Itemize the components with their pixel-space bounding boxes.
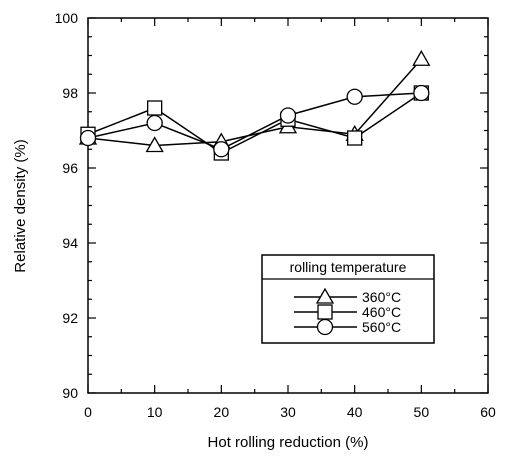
- y-tick-label: 100: [55, 10, 79, 26]
- legend-label: 360°C: [362, 289, 401, 305]
- plot-area: 0 10 20 30 40 50 60 90 92 94 96 98 100: [55, 10, 496, 420]
- x-tick-label: 60: [480, 404, 496, 420]
- data-point-circle: [346, 88, 363, 105]
- data-point-circle: [413, 84, 430, 102]
- y-tick-label: 90: [62, 385, 78, 401]
- x-tick-label: 30: [280, 404, 296, 420]
- y-axis-label: Relative density (%): [12, 139, 29, 272]
- data-point-square: [147, 100, 163, 116]
- data-point-circle: [79, 129, 97, 147]
- y-tick-label: 94: [62, 235, 78, 251]
- legend-box: [261, 254, 435, 344]
- data-point-triangle: [145, 136, 164, 153]
- legend-marker-circle: [316, 318, 334, 336]
- data-point-circle: [146, 114, 163, 132]
- data-point-circle: [213, 141, 230, 158]
- data-point-circle: [279, 107, 297, 124]
- data-point-triangle: [412, 49, 431, 66]
- x-tick-label: 0: [84, 404, 92, 420]
- x-tick-label: 40: [347, 404, 363, 420]
- x-tick-label: 50: [414, 404, 430, 420]
- series-line-circle: [87, 92, 422, 151]
- x-tick-label: 20: [214, 404, 230, 420]
- series-line-square: [87, 92, 422, 154]
- legend-marker-triangle: [315, 287, 335, 304]
- legend-marker-square: [317, 304, 333, 320]
- legend-title: rolling temperature: [290, 259, 407, 275]
- series-line-triangle: [87, 58, 422, 147]
- x-axis-label: Hot rolling reduction (%): [208, 434, 369, 451]
- y-tick-label: 96: [62, 160, 78, 176]
- data-point-square: [347, 130, 363, 146]
- legend-label: 560°C: [362, 319, 401, 335]
- y-tick-label: 92: [62, 310, 78, 326]
- y-tick-label: 98: [62, 85, 78, 101]
- x-tick-label: 10: [147, 404, 163, 420]
- legend-label: 460°C: [362, 304, 401, 320]
